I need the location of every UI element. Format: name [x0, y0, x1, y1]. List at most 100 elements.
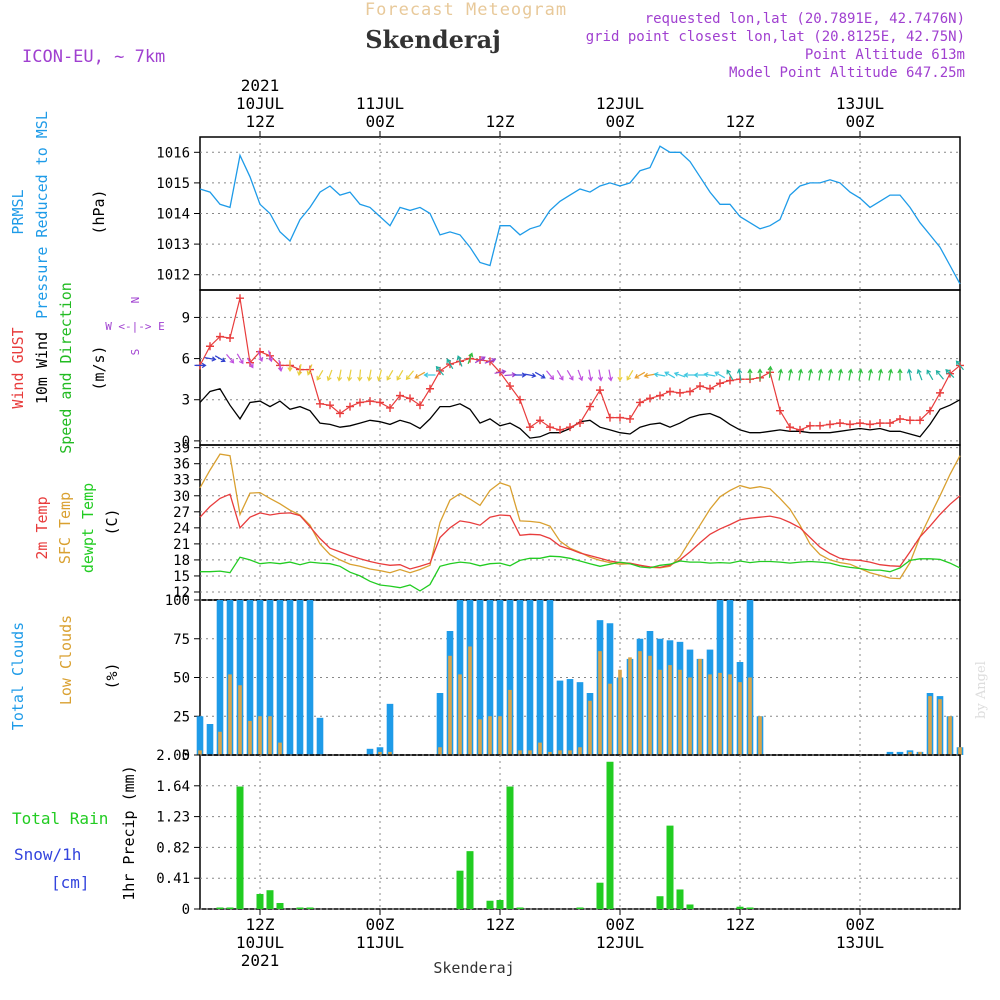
- low-cloud-bar: [248, 720, 252, 755]
- wind-arrow: [405, 370, 414, 381]
- low-cloud-bar: [258, 716, 262, 755]
- bottom-time-label: 12Z: [726, 915, 755, 934]
- pressure-tick-label: 1015: [156, 176, 190, 192]
- gust-marker: [776, 406, 784, 415]
- low-cloud-bar: [528, 750, 532, 755]
- low-cloud-bar: [388, 751, 392, 755]
- wind-arrow: [897, 368, 903, 381]
- gust-marker: [626, 414, 634, 423]
- gust-marker: [606, 413, 614, 422]
- top-time-label: 00Z: [846, 112, 875, 131]
- gust-marker: [796, 425, 804, 434]
- low-cloud-bar: [268, 716, 272, 755]
- total-cloud-bar: [306, 600, 314, 755]
- clouds-tick-label: 75: [173, 632, 190, 648]
- bottom-time-label: 00Z: [606, 915, 635, 934]
- wind-arrow: [857, 368, 864, 381]
- wind-arrow: [504, 372, 517, 378]
- temperature-labels: 2m Temp SFC Temp dewpt Temp (C): [33, 483, 121, 573]
- gust-marker: [576, 419, 584, 428]
- rain-bar: [216, 907, 224, 909]
- low-cloud-bar: [478, 719, 482, 755]
- precip-tick-label: 2.05: [156, 748, 190, 764]
- gust-marker: [556, 425, 564, 434]
- rain-bar: [736, 906, 744, 909]
- model-label: ICON-EU, ~ 7km: [22, 47, 165, 67]
- wind-arrow: [817, 368, 824, 381]
- gust-marker: [866, 420, 874, 429]
- bottom-time-label: 10JUL: [236, 933, 284, 952]
- gust-marker: [706, 384, 714, 393]
- rain-bar: [256, 893, 264, 909]
- wind-arrow: [757, 368, 763, 381]
- precip-labels: Total Rain Snow/1h [cm] 1hr Precip (mm): [12, 765, 138, 900]
- top-time-label: 12Z: [486, 112, 515, 131]
- wind-arrow: [456, 355, 463, 367]
- wind-arrow: [906, 368, 913, 381]
- rain-bar: [656, 896, 664, 909]
- wind-labels: Wind GUST 10m Wind Speed and Direction (…: [9, 282, 165, 454]
- low-cloud-bar: [468, 646, 472, 755]
- wind10m-label: 10m Wind: [33, 332, 51, 404]
- gust-marker: [526, 423, 534, 432]
- total-cloud-bar: [386, 703, 394, 755]
- low-cloud-bar: [668, 665, 672, 755]
- snow-unit-label: [cm]: [51, 873, 90, 892]
- clouds-tick-label: 0: [182, 748, 190, 764]
- dewpt-label: dewpt Temp: [79, 483, 97, 573]
- wind-arrow: [926, 369, 934, 381]
- wind-line: [199, 388, 961, 439]
- low-cloud-bar: [678, 669, 682, 755]
- bottom-time-label: 13JUL: [836, 933, 884, 952]
- wind-arrow: [414, 371, 426, 379]
- low-cloud-bar: [218, 731, 222, 755]
- gridpoint-coords: grid point closest lon,lat (20.8125E, 42…: [586, 29, 965, 45]
- low-cloud-bar: [448, 655, 452, 755]
- gust-marker: [916, 416, 924, 425]
- gust-marker: [856, 419, 864, 428]
- pressure-tick-label: 1012: [156, 268, 190, 284]
- total-cloud-bar: [316, 717, 324, 755]
- wind-arrow: [597, 369, 604, 382]
- low-cloud-bar: [688, 677, 692, 755]
- total-cloud-bar: [486, 600, 494, 755]
- wind-arrow: [714, 371, 726, 379]
- wind-arrow: [246, 357, 254, 369]
- rain-bar: [296, 907, 304, 909]
- precip-tick-label: 0.41: [156, 871, 190, 887]
- wind-arrow: [204, 356, 217, 362]
- gust-marker: [536, 416, 544, 425]
- gust-marker: [586, 402, 594, 411]
- watermark: by Angel: [974, 661, 989, 719]
- low-cloud-bar: [588, 700, 592, 755]
- wind-arrow: [306, 364, 313, 376]
- temp-tick-label: 27: [173, 505, 190, 521]
- wind-arrow: [664, 371, 676, 379]
- wind-arrow: [747, 368, 753, 381]
- low-cloud-bar: [738, 682, 742, 755]
- top-time-label: 12JUL: [596, 94, 644, 113]
- pressure-msl-label: Pressure Reduced to MSL: [33, 111, 51, 319]
- dewpt-line: [200, 555, 961, 592]
- bottom-time-label: 12JUL: [596, 933, 644, 952]
- gust-marker: [346, 402, 354, 411]
- gust-marker: [226, 334, 234, 343]
- compass-south: S: [129, 349, 142, 356]
- gust-marker: [786, 423, 794, 432]
- total-cloud-bar: [206, 724, 214, 755]
- total-cloud-bar: [376, 747, 384, 755]
- gust-marker: [726, 376, 734, 385]
- rain-bar: [466, 851, 474, 909]
- rain-bar: [496, 899, 504, 909]
- compass-we: W <-|-> E: [105, 320, 165, 333]
- low-cloud-bar: [628, 657, 632, 755]
- gust-marker: [396, 391, 404, 400]
- clouds-tick-label: 100: [165, 593, 190, 609]
- wind-arrow: [566, 369, 574, 381]
- low-cloud-bar: [278, 742, 282, 755]
- low-cloud-bar: [918, 751, 922, 755]
- rain-bar: [576, 907, 584, 909]
- total-cloud-bar: [296, 600, 304, 755]
- wind-arrow: [257, 350, 264, 363]
